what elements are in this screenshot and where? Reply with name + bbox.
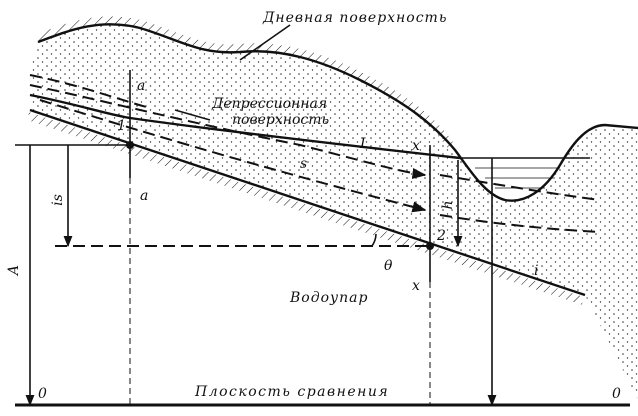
label: h — [440, 200, 456, 209]
label: поверхность — [232, 112, 329, 128]
label: 1 — [117, 118, 126, 134]
label: i — [534, 263, 538, 279]
construction — [15, 24, 630, 407]
labels: Дневная поверхность Депрессионная поверх… — [6, 10, 621, 402]
label: Дневная поверхность — [262, 10, 447, 26]
label: Депрессионная — [211, 96, 327, 112]
label: s — [300, 156, 307, 172]
label: a — [140, 188, 148, 204]
label: A — [6, 265, 22, 277]
label: θ — [384, 258, 393, 274]
label: I — [359, 136, 366, 152]
label: 0 — [612, 386, 621, 402]
water — [460, 157, 590, 189]
label: x — [412, 278, 420, 294]
soil — [30, 16, 638, 400]
label: 0 — [38, 386, 47, 402]
label: Плоскость сравнения — [194, 384, 389, 400]
label: Водоупар — [289, 290, 368, 306]
label: a — [137, 78, 145, 94]
label: 2 — [436, 228, 446, 244]
label: x — [412, 138, 420, 154]
label: is — [50, 194, 66, 206]
